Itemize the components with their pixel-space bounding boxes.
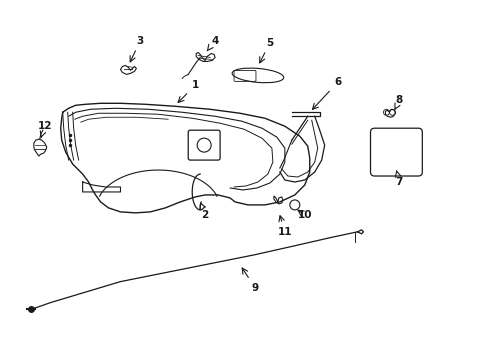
Text: 1: 1 bbox=[178, 80, 199, 103]
Text: 10: 10 bbox=[297, 210, 311, 220]
Text: 8: 8 bbox=[394, 95, 402, 109]
Text: 7: 7 bbox=[395, 171, 402, 187]
Text: 5: 5 bbox=[259, 37, 273, 63]
Text: 12: 12 bbox=[38, 121, 52, 137]
Text: 2: 2 bbox=[200, 203, 208, 220]
Text: 4: 4 bbox=[207, 36, 218, 51]
Text: 9: 9 bbox=[242, 268, 258, 293]
Text: 11: 11 bbox=[277, 216, 291, 237]
Text: 6: 6 bbox=[312, 77, 341, 109]
Text: 3: 3 bbox=[130, 36, 144, 62]
